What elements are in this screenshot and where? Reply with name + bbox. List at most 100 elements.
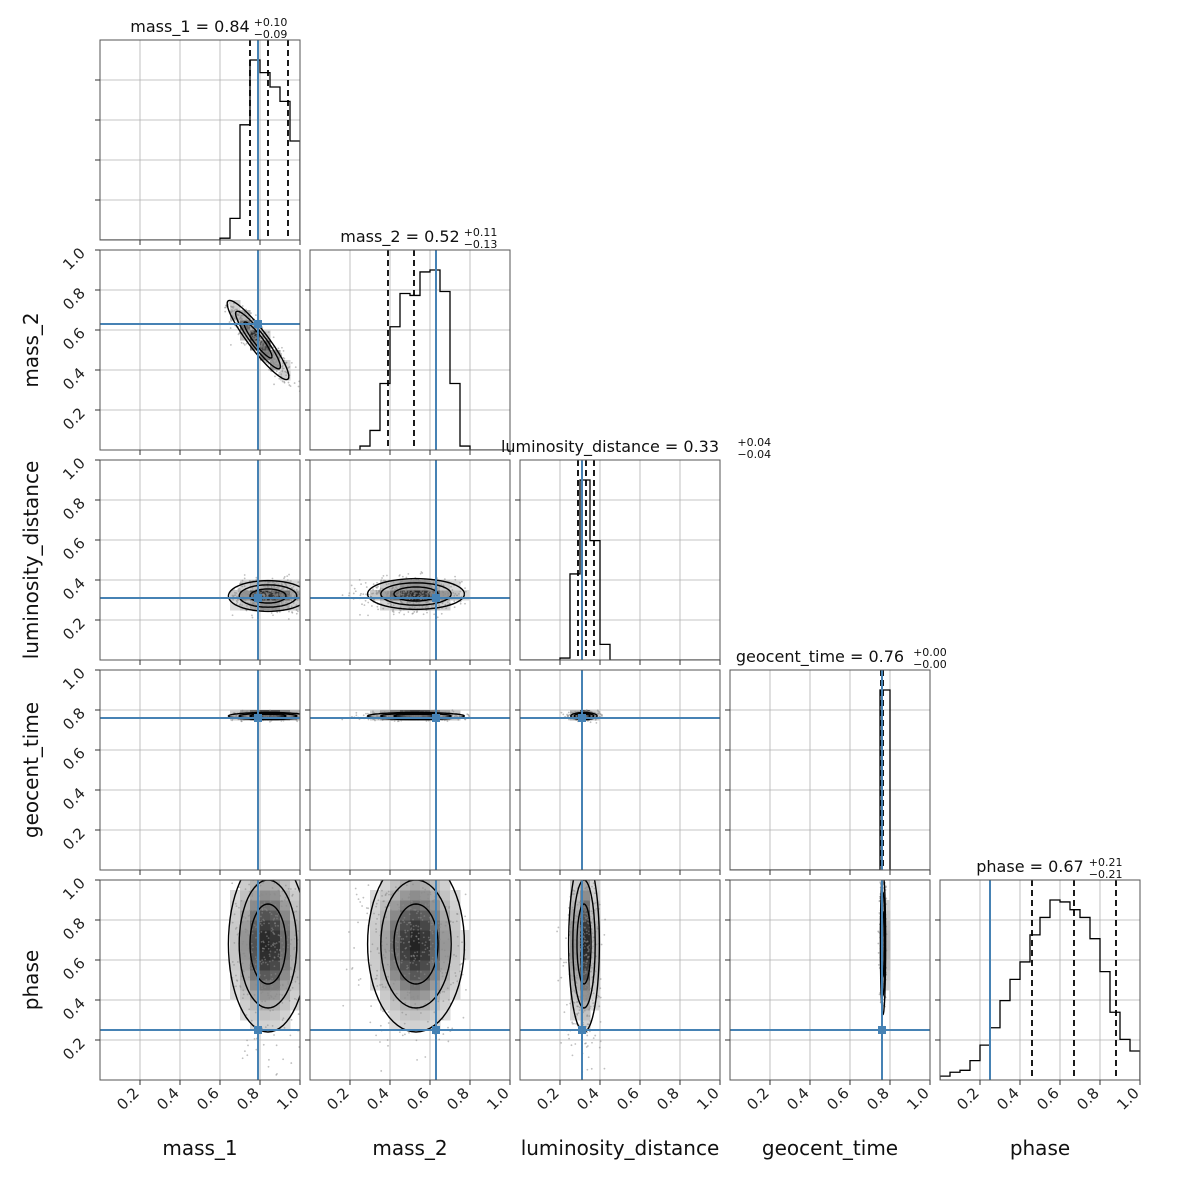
density-cell [230,980,241,991]
sample-point [264,961,267,964]
sample-point [255,1048,258,1051]
density-cell [270,1020,281,1031]
sample-point [272,997,275,1000]
sample-point [376,591,378,594]
sample-point [398,574,401,576]
scatter-panel-mass_1-geocent_time: 0.20.40.60.81.0 [59,664,301,875]
sample-point [423,951,426,954]
density-cell [590,990,601,1001]
density-cell [590,960,601,971]
sample-point [297,581,300,584]
density-cell [240,590,251,601]
sample-point [586,988,589,991]
sample-point [375,590,378,592]
sample-point [255,983,258,986]
sample-point [254,606,257,609]
sample-point [385,583,388,586]
sample-point [280,353,283,355]
sample-point [570,939,573,942]
sample-point [269,893,271,896]
sample-point [464,602,466,605]
sample-point [578,944,581,947]
sample-point [235,592,238,595]
sample-point [361,905,363,907]
sample-point [443,719,446,722]
sample-point [274,995,277,998]
density-cell [380,1000,391,1011]
sample-point [244,599,247,602]
density-cell [390,980,401,991]
sample-point [416,995,419,998]
sample-point [261,987,263,990]
sample-point [274,951,277,953]
sample-point [353,587,356,590]
sample-point [414,1003,417,1005]
sample-point [261,342,263,345]
density-cell [380,950,391,961]
sample-point [266,350,269,353]
sample-point [369,1021,372,1024]
sample-point [295,998,298,1001]
sample-point [254,956,257,958]
sample-point [431,930,434,933]
sample-point [589,721,592,724]
sample-point [386,595,388,597]
density-cell [230,900,241,911]
sample-point [467,713,470,716]
y-tick-label: 0.8 [59,494,89,524]
sample-point [583,932,586,935]
sample-point [433,1011,436,1014]
sample-point [237,333,240,336]
sample-point [279,974,282,977]
sample-point [413,610,416,613]
density-cell [260,990,271,1001]
sample-point [376,969,379,972]
sample-point [290,362,293,364]
sample-point [585,709,588,711]
density-cell [380,980,391,991]
density-cell [590,980,601,991]
sample-point [386,574,388,577]
sample-point [373,712,375,714]
sample-point [277,934,280,936]
sample-point [431,956,434,959]
sample-point [270,719,273,722]
truth-marker [432,1026,440,1034]
sample-point [392,613,395,616]
y-tick-label: 0.4 [59,364,89,394]
sample-point [584,915,586,918]
sample-point [418,960,421,962]
sample-point [379,1041,381,1043]
sample-point [278,373,280,376]
density-cell [440,930,451,941]
sample-point [439,938,442,941]
sample-point [426,963,429,966]
x-tick-label: 1.0 [483,1084,513,1114]
sample-point [247,315,250,317]
sample-point [585,912,588,915]
sample-point [438,1038,441,1041]
sample-point [273,383,275,386]
panel-title: mass_2 = 0.52 [340,227,459,247]
sample-point [287,943,290,946]
sample-point [559,957,562,960]
sample-point [419,1012,422,1014]
sample-point [411,605,414,608]
sample-point [379,984,381,986]
sample-point [295,719,298,721]
sample-point [419,572,422,575]
sample-point [269,900,272,903]
sample-point [237,599,239,601]
sample-point [384,956,387,959]
sample-point [235,905,238,908]
sample-point [294,366,297,369]
sample-point [578,1009,581,1011]
sample-point [589,970,592,973]
sample-point [274,603,277,606]
sample-point [459,600,462,603]
sample-point [438,961,441,963]
sample-point [577,1012,580,1015]
sample-point [261,593,264,596]
sample-point [574,967,577,970]
sample-point [284,917,287,920]
